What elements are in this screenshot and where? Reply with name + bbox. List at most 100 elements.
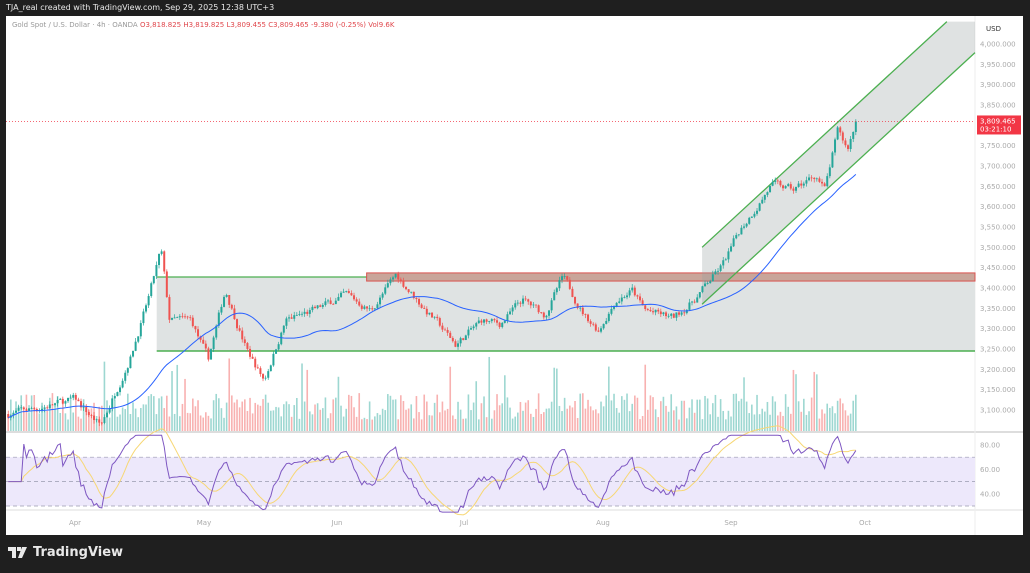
candle	[181, 312, 184, 319]
candle	[667, 313, 670, 319]
candle	[321, 303, 324, 309]
volume-bar	[693, 412, 696, 431]
volume-bar	[423, 394, 426, 431]
candle	[334, 297, 337, 305]
candle	[184, 313, 187, 319]
last-price-text: 3,809.465	[980, 117, 1016, 125]
candle	[631, 284, 634, 293]
candle	[849, 136, 852, 152]
candle	[171, 317, 174, 321]
candle-body	[147, 296, 150, 306]
volume-bar	[314, 404, 316, 431]
volume-bar	[17, 405, 20, 431]
ohlc-open: O3,818.825	[139, 21, 182, 29]
candle-body	[745, 223, 748, 227]
candle-body	[80, 401, 83, 408]
volume-bar	[457, 401, 459, 431]
time-tick-label: Sep	[724, 519, 738, 527]
candle	[584, 313, 587, 319]
volume-bar	[545, 408, 548, 431]
symbol-legend: Gold Spot / U.S. Dollar · 4h · OANDA O3,…	[12, 21, 394, 29]
candle	[724, 257, 727, 261]
candle-body	[139, 323, 142, 337]
candle	[355, 297, 358, 304]
volume-bar	[589, 406, 592, 431]
candle-body	[134, 341, 137, 351]
candle-body	[69, 397, 72, 399]
candle-body	[259, 368, 262, 375]
volume-bar	[23, 410, 25, 431]
candle	[87, 408, 90, 418]
candle	[412, 291, 415, 300]
price-tick-label: 3,750.000	[980, 142, 1016, 150]
candle-body	[298, 314, 301, 315]
volume-bar	[641, 416, 644, 431]
volume-bar	[166, 395, 168, 431]
candle	[204, 340, 207, 352]
candle-body	[48, 404, 51, 409]
candle-body	[815, 178, 818, 180]
candle-body	[72, 394, 75, 398]
candle	[485, 318, 488, 325]
volume-bar	[111, 401, 114, 431]
price-tick-label: 3,600.000	[980, 203, 1016, 211]
candle	[605, 317, 608, 325]
volume-bar	[756, 394, 758, 431]
candle	[207, 346, 210, 362]
volume-bar	[145, 404, 147, 431]
candle-body	[548, 310, 551, 316]
candle-body	[355, 299, 358, 302]
candle	[314, 305, 317, 309]
candle	[553, 289, 556, 301]
candle	[376, 301, 379, 310]
candle-body	[451, 337, 454, 342]
candle	[121, 378, 124, 389]
chart-area[interactable]: 3,809.465 03:21:10 USD 4,000.000 3,950.000 3,…	[6, 16, 1023, 535]
candle	[828, 164, 831, 179]
volume-bar	[353, 407, 355, 431]
candle	[633, 285, 636, 297]
candle-body	[496, 320, 499, 323]
candle-body	[667, 315, 670, 317]
candle	[332, 302, 335, 305]
candle	[662, 311, 665, 316]
candle-body	[831, 152, 834, 168]
candle	[607, 311, 610, 323]
candle	[652, 307, 655, 315]
volume-bar	[821, 409, 823, 431]
volume-bar	[683, 400, 686, 431]
candle	[472, 324, 475, 331]
candle-body	[808, 177, 811, 181]
candle	[594, 322, 597, 332]
symbol-name[interactable]: Gold Spot / U.S. Dollar · 4h · OANDA	[12, 21, 138, 29]
volume-bar	[735, 393, 738, 431]
candle	[480, 318, 483, 326]
volume-bar	[433, 402, 436, 431]
candle	[61, 396, 64, 405]
volume-bar	[548, 408, 550, 431]
volume-bar	[33, 395, 36, 431]
candle	[618, 297, 621, 304]
candle-body	[709, 281, 712, 284]
volume-bar	[64, 413, 67, 431]
price-tick-label: 3,200.000	[980, 366, 1016, 374]
candle-body	[186, 316, 189, 318]
volume-bar	[670, 394, 673, 431]
candle	[779, 179, 782, 188]
candle	[566, 275, 569, 282]
candle	[769, 185, 772, 193]
volume-bar	[449, 366, 452, 431]
volume-bar	[366, 419, 368, 431]
volume-bar	[62, 399, 64, 431]
volume-bar	[615, 408, 618, 431]
candle-body	[477, 320, 480, 324]
candle	[574, 296, 577, 306]
volume-bar	[374, 416, 376, 431]
candle-body	[137, 336, 140, 342]
volume-bar	[834, 413, 836, 431]
candle	[249, 345, 252, 360]
volume-bar	[103, 361, 106, 431]
volume-bar	[283, 404, 285, 431]
candle-body	[121, 380, 124, 388]
